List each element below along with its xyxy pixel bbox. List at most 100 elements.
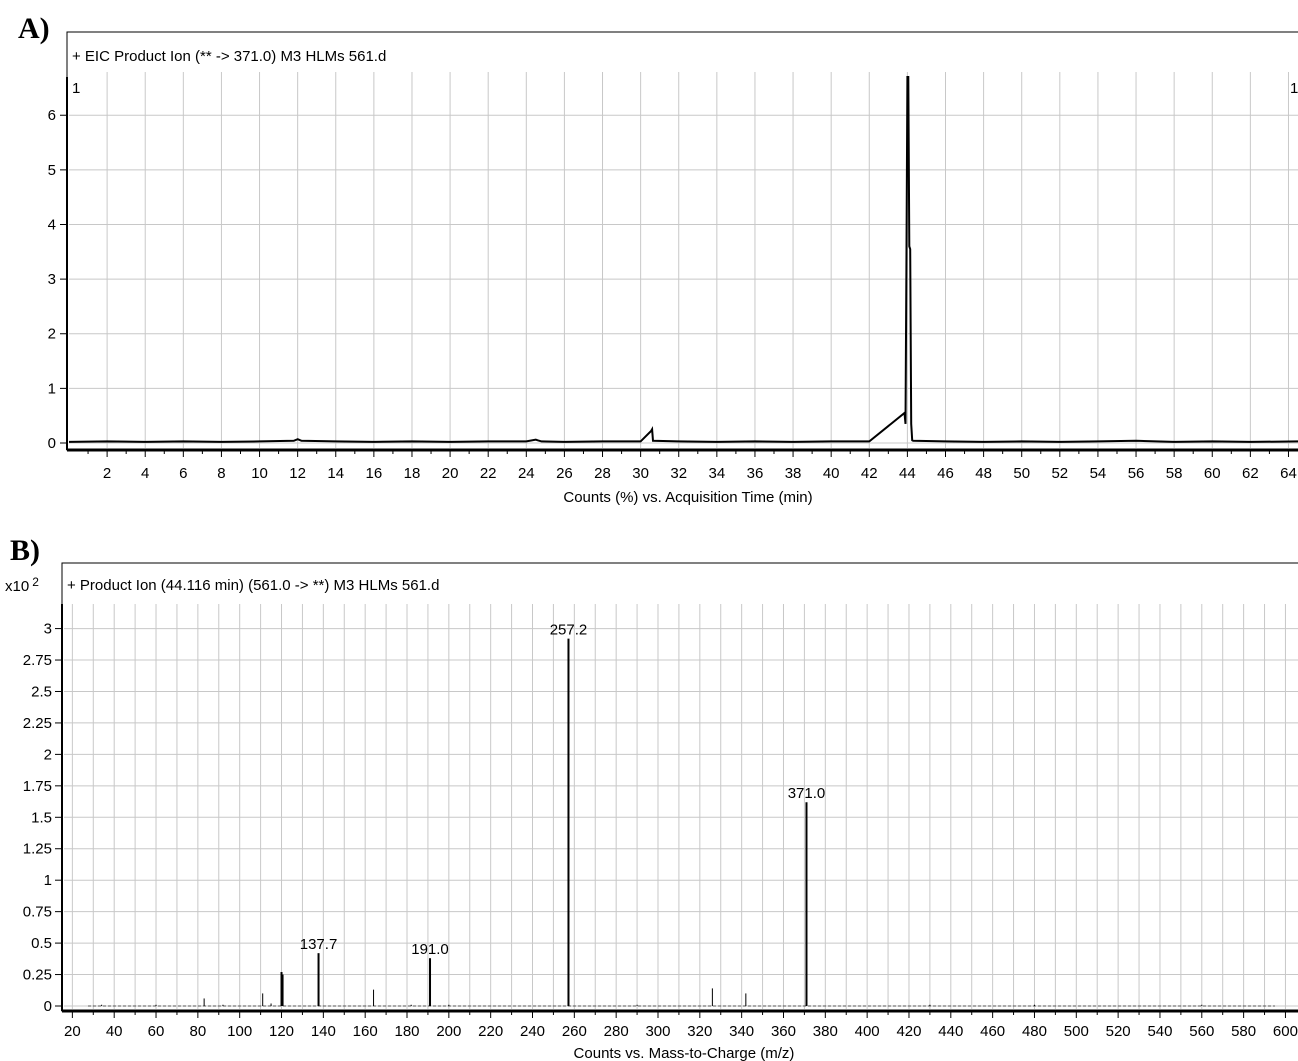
- spectrum-x-tick-label: 540: [1147, 1023, 1172, 1040]
- spectrum-x-tick-label: 180: [394, 1023, 419, 1040]
- spectrum-x-axis-label: Counts vs. Mass-to-Charge (m/z): [574, 1045, 795, 1061]
- spectrum-y-tick-label: 2.5: [31, 683, 52, 700]
- spectrum-x-tick-label: 440: [938, 1023, 963, 1040]
- spectrum-x-tick-label: 280: [604, 1023, 629, 1040]
- chromatogram-x-tick-label: 2: [103, 465, 111, 482]
- chromatogram-x-tick-label: 50: [1013, 465, 1030, 482]
- chromatogram-trace-group: [68, 76, 1298, 443]
- chromatogram-corner-label-right: 1: [1290, 80, 1298, 97]
- spectrum-x-tick-label: 360: [771, 1023, 796, 1040]
- spectrum-y-tick-label: 2: [44, 746, 52, 763]
- spectrum-x-tick-label: 60: [148, 1023, 165, 1040]
- spectrum-x-tick-label: 220: [478, 1023, 503, 1040]
- chromatogram-x-tick-label: 42: [861, 465, 878, 482]
- chromatogram-x-tick-label: 44: [899, 465, 916, 482]
- spectrum-peak-label: 137.7: [300, 936, 338, 953]
- chromatogram-x-tick-label: 32: [670, 465, 687, 482]
- chromatogram-x-tick-label: 26: [556, 465, 573, 482]
- chromatogram-x-ticks: 2 4 6 8 10 12 14 16 18 20 22 24 26 28 30 32 34 36 38 40 42 44…: [87, 450, 1297, 482]
- spectrum-peak-label: 257.2: [550, 622, 588, 639]
- chromatogram-frame: [66, 31, 1298, 451]
- spectrum-x-tick-label: 120: [269, 1023, 294, 1040]
- chromatogram-x-tick-label: 40: [823, 465, 840, 482]
- spectrum-y-tick-label: 1.25: [23, 841, 52, 858]
- chromatogram-y-tick-label: 6: [48, 107, 56, 124]
- chromatogram-x-tick-label: 10: [251, 465, 268, 482]
- spectrum-x-tick-label: 380: [813, 1023, 838, 1040]
- spectrum-y-tick-label: 1.5: [31, 809, 52, 826]
- spectrum-peaks-group: [101, 638, 1203, 1006]
- spectrum-x-tick-label: 100: [227, 1023, 252, 1040]
- chromatogram-x-tick-label: 4: [141, 465, 149, 482]
- spectrum-y-tick-label: 1.75: [23, 778, 52, 795]
- spectrum-y-tick-label: 0: [44, 998, 52, 1015]
- spectrum-y-tick-label: 0.5: [31, 935, 52, 952]
- spectrum-x-tick-label: 200: [436, 1023, 461, 1040]
- spectrum-y-ticks: 0 0.25 0.5 0.75 1 1.25 1.5 1.75 2 2.25 2.5 2.75 3: [23, 604, 63, 1015]
- spectrum-x-ticks: 20 40 60 80 100 120 140 160 180 200 220 240 260 280 30…: [64, 1011, 1298, 1040]
- spectrum-y-tick-label: 2.75: [23, 652, 52, 669]
- chromatogram-x-tick-label: 30: [632, 465, 649, 482]
- spectrum-y-tick-label: 0.25: [23, 967, 52, 984]
- spectrum-title: + Product Ion (44.116 min) (561.0 -> **)…: [67, 577, 439, 594]
- spectrum-x-tick-label: 580: [1231, 1023, 1256, 1040]
- chromatogram-x-tick-label: 12: [289, 465, 306, 482]
- chromatogram-x-tick-label: 52: [1051, 465, 1068, 482]
- chromatogram-x-tick-label: 16: [366, 465, 383, 482]
- spectrum-grid: [64, 604, 1298, 1009]
- spectrum-y-tick-label: 2.25: [23, 715, 52, 732]
- chromatogram-x-tick-label: 48: [975, 465, 992, 482]
- chromatogram-x-tick-label: 18: [404, 465, 421, 482]
- chromatogram-grid: [69, 72, 1298, 448]
- chromatogram-x-tick-label: 34: [709, 465, 726, 482]
- chromatogram-x-tick-label: 64: [1280, 465, 1297, 482]
- panel-a-label: A): [18, 12, 50, 45]
- spectrum-x-tick-label: 20: [64, 1023, 81, 1040]
- spectrum-peak-label: 191.0: [411, 941, 449, 958]
- spectrum-x-tick-label: 160: [353, 1023, 378, 1040]
- spectrum-x-tick-label: 520: [1106, 1023, 1131, 1040]
- chromatogram-y-tick-label: 4: [48, 216, 56, 233]
- chromatogram-y-tick-label: 2: [48, 326, 56, 343]
- chromatogram-x-tick-label: 62: [1242, 465, 1259, 482]
- spectrum-frame: [61, 562, 1298, 1012]
- panel-b-label: B): [10, 534, 40, 567]
- chromatogram-x-tick-label: 54: [1090, 465, 1107, 482]
- chromatogram-y-tick-label: 3: [48, 271, 56, 288]
- chromatogram-x-axis-label: Counts (%) vs. Acquisition Time (min): [563, 489, 812, 506]
- chromatogram-x-tick-label: 24: [518, 465, 535, 482]
- chromatogram-x-tick-label: 36: [747, 465, 764, 482]
- spectrum-x-tick-label: 300: [645, 1023, 670, 1040]
- chromatogram-x-tick-label: 56: [1128, 465, 1145, 482]
- spectrum-x-tick-label: 240: [520, 1023, 545, 1040]
- spectrum-x-tick-label: 480: [1022, 1023, 1047, 1040]
- spectrum-y-tick-label: 1: [44, 872, 52, 889]
- chromatogram-x-tick-label: 38: [785, 465, 802, 482]
- chromatogram-x-tick-label: 14: [327, 465, 344, 482]
- spectrum-peak-labels-group: 137.7 191.0 257.2 371.0: [300, 622, 825, 959]
- chromatogram-y-tick-label: 1: [48, 380, 56, 397]
- chromatogram-x-tick-label: 60: [1204, 465, 1221, 482]
- spectrum-y-multiplier: x10 2: [5, 575, 39, 595]
- chromatogram-x-tick-label: 46: [937, 465, 954, 482]
- spectrum-x-tick-label: 560: [1189, 1023, 1214, 1040]
- spectrum-x-tick-label: 260: [562, 1023, 587, 1040]
- chromatogram-x-tick-label: 28: [594, 465, 611, 482]
- spectrum-x-tick-label: 400: [855, 1023, 880, 1040]
- spectrum-x-tick-label: 340: [729, 1023, 754, 1040]
- spectrum-x-tick-label: 80: [190, 1023, 207, 1040]
- chromatogram-x-tick-label: 58: [1166, 465, 1183, 482]
- spectrum-x-tick-label: 600: [1273, 1023, 1298, 1040]
- spectrum-x-tick-label: 420: [896, 1023, 921, 1040]
- spectrum-x-tick-label: 40: [106, 1023, 123, 1040]
- chromatogram-corner-label-left: 1: [72, 80, 80, 97]
- chromatogram-x-tick-label: 20: [442, 465, 459, 482]
- chromatogram-y-tick-label: 0: [48, 435, 56, 452]
- spectrum-x-tick-label: 460: [980, 1023, 1005, 1040]
- spectrum-x-tick-label: 500: [1064, 1023, 1089, 1040]
- spectrum-x-tick-label: 140: [311, 1023, 336, 1040]
- spectrum-y-tick-label: 0.75: [23, 904, 52, 921]
- spectrum-panel: B) x10 2 + Product Ion (44.116 min) (561.…: [5, 534, 1298, 1061]
- chromatogram-y-tick-label: 5: [48, 162, 56, 179]
